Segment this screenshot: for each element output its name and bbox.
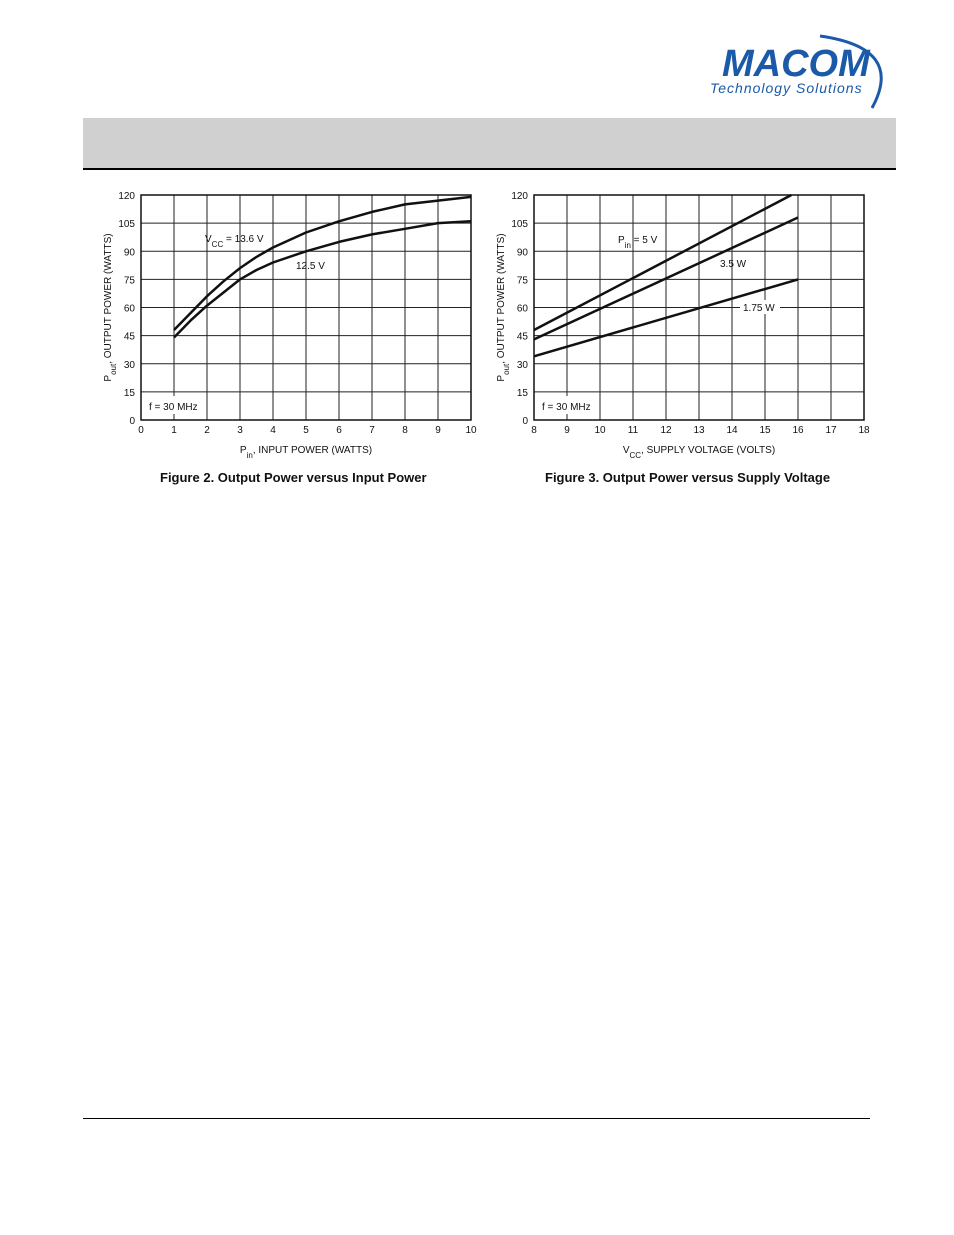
y-tick-label: 75 [124,275,136,286]
header-band [83,118,896,168]
x-tick-label: 10 [594,425,606,436]
footer-rule [83,1118,870,1119]
series-line-0 [533,193,792,332]
x-tick-label: 2 [204,425,210,436]
x-tick-label: 13 [693,425,705,436]
figure-3-caption: Figure 3. Output Power versus Supply Vol… [545,470,831,485]
series-label-0: VCC = 13.6 V [205,234,264,249]
x-axis-label: VCC, SUPPLY VOLTAGE (VOLTS) [623,445,775,460]
y-tick-label: 30 [517,360,529,371]
y-tick-label: 45 [124,332,136,343]
y-tick-label: 0 [522,416,528,427]
x-tick-label: 5 [303,425,309,436]
header-rule [83,168,896,170]
y-tick-label: 30 [124,360,136,371]
x-tick-label: 12 [660,425,672,436]
x-tick-label: 16 [792,425,804,436]
macom-logo: MACOM Technology Solutions [700,28,900,118]
x-tick-label: 4 [270,425,276,436]
x-tick-label: 15 [759,425,771,436]
y-axis-label: Pout, OUTPUT POWER (WATTS) [103,233,118,381]
logo-tagline: Technology Solutions [710,80,863,96]
x-tick-label: 14 [726,425,738,436]
logo-arc-icon [819,34,883,109]
annotation-bg [537,396,595,414]
figure-2-caption: Figure 2. Output Power versus Input Powe… [160,470,427,485]
series-line-1 [173,220,472,339]
series-line-0 [173,195,472,331]
series-line-1 [533,216,799,341]
series-line-2 [533,278,799,358]
x-tick-label: 9 [564,425,570,436]
logo-wordmark: MACOM [722,43,871,85]
series-label-1: 3.5 W [720,259,747,270]
x-tick-label: 3 [237,425,243,436]
plot-frame [140,194,472,421]
y-tick-label: 75 [517,275,529,286]
y-tick-label: 15 [124,388,136,399]
annotation-bg [144,396,202,414]
x-tick-label: 8 [402,425,408,436]
y-tick-label: 105 [511,219,528,230]
y-tick-label: 45 [517,332,529,343]
y-tick-label: 90 [124,247,136,258]
series-label-2: 1.75 W [743,303,775,314]
frequency-annotation: f = 30 MHz [149,402,198,413]
x-tick-label: 17 [825,425,837,436]
y-axis-label: Pout, OUTPUT POWER (WATTS) [496,233,511,381]
x-tick-label: 6 [336,425,342,436]
y-tick-label: 120 [511,191,528,202]
y-tick-label: 60 [517,304,529,315]
x-tick-label: 10 [465,425,477,436]
y-tick-label: 60 [124,304,136,315]
x-tick-label: 11 [628,425,639,436]
plot-frame [533,194,865,421]
x-tick-label: 1 [171,425,177,436]
y-tick-label: 0 [129,416,135,427]
y-tick-label: 90 [517,247,529,258]
y-tick-label: 120 [118,191,135,202]
x-tick-label: 8 [531,425,537,436]
x-tick-label: 7 [369,425,375,436]
y-tick-label: 105 [118,219,135,230]
figure-2-chart: 0 1 2 3 4 5 6 7 8 9 10 0 15 30 45 60 75 90 105 120 Pin, INPU… [95,185,490,470]
x-tick-label: 9 [435,425,441,436]
series-label-0: Pin = 5 V [618,235,658,250]
figure-3-chart: 8 9 10 11 12 13 14 15 16 17 18 0 15 30 45 60 75 90 105 120 V… [488,185,883,470]
frequency-annotation: f = 30 MHz [542,402,591,413]
series-label-1: 12.5 V [296,261,325,272]
x-tick-label: 0 [138,425,144,436]
x-axis-label: Pin, INPUT POWER (WATTS) [240,445,372,460]
x-tick-label: 18 [858,425,870,436]
figure-3-svg: 8 9 10 11 12 13 14 15 16 17 18 0 15 30 45 60 75 90 105 120 V… [496,191,870,460]
series-label-bg [740,300,780,314]
y-tick-label: 15 [517,388,529,399]
